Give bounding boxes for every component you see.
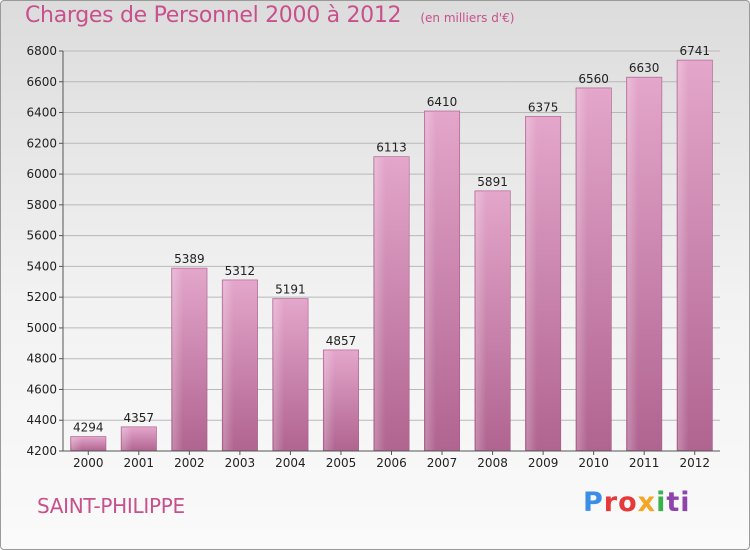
x-tick-label: 2012 — [679, 456, 710, 470]
logo-part-3: x — [637, 487, 657, 518]
data-label: 5891 — [477, 175, 508, 189]
x-tick-label: 2003 — [225, 456, 256, 470]
x-tick-label: 2000 — [73, 456, 104, 470]
y-tick-label: 6600 — [26, 75, 57, 89]
x-tick-label: 2005 — [326, 456, 357, 470]
bar-highlight — [223, 280, 234, 450]
bar-highlight — [374, 157, 386, 450]
data-label: 5389 — [174, 252, 205, 266]
y-tick-label: 6400 — [26, 106, 57, 120]
data-label: 5191 — [275, 283, 306, 297]
bar-highlight — [475, 191, 487, 450]
data-label: 6410 — [427, 95, 458, 109]
x-tick-label: 2007 — [427, 456, 458, 470]
logo-part-5: ti — [666, 487, 691, 518]
y-tick-label: 4400 — [26, 413, 57, 427]
x-tick-label: 2002 — [174, 456, 205, 470]
x-tick-label: 2011 — [629, 456, 660, 470]
x-tick-label: 2004 — [275, 456, 306, 470]
data-label: 4294 — [73, 421, 104, 435]
y-tick-label: 6800 — [26, 44, 57, 58]
y-tick-label: 6200 — [26, 136, 57, 150]
y-tick-label: 5200 — [26, 290, 57, 304]
bar-highlight — [122, 427, 133, 450]
logo-part-1: P — [583, 487, 604, 518]
data-label: 6630 — [629, 61, 660, 75]
x-tick-label: 2010 — [578, 456, 609, 470]
chart-title: Charges de Personnel 2000 à 2012 — [25, 3, 402, 28]
y-tick-label: 5000 — [26, 321, 57, 335]
x-tick-label: 2006 — [376, 456, 407, 470]
y-tick-label: 4800 — [26, 352, 57, 366]
commune-name: SAINT-PHILIPPE — [37, 494, 185, 518]
data-label: 6375 — [528, 100, 559, 114]
data-label: 6741 — [679, 44, 710, 58]
data-label: 5312 — [225, 264, 256, 278]
y-tick-label: 4600 — [26, 382, 57, 396]
y-tick-label: 4200 — [26, 444, 57, 458]
title-row: Charges de Personnel 2000 à 2012 (en mil… — [25, 3, 514, 28]
x-tick-label: 2009 — [528, 456, 559, 470]
data-labels: 4294 4357 5389 5312 5191 4857 6113 6410 5891 6375… — [73, 44, 710, 434]
data-label: 6113 — [376, 141, 407, 155]
data-label: 4357 — [124, 411, 155, 425]
bar-highlight — [324, 350, 335, 450]
bar-highlight — [678, 61, 689, 450]
y-axis-ticks: 4200 4400 4600 4800 5000 5200 5400 5600 5800 6000… — [26, 44, 720, 458]
bar-highlight — [172, 269, 184, 450]
logo-part-4: i — [656, 487, 667, 518]
bars — [70, 59, 713, 452]
logo-part-2: ro — [603, 487, 638, 518]
y-tick-label: 5600 — [26, 229, 57, 243]
bar-highlight — [576, 88, 588, 450]
y-tick-label: 6000 — [26, 167, 57, 181]
bar-highlight — [425, 112, 436, 450]
data-label: 4857 — [326, 334, 357, 348]
bar-highlight — [526, 117, 538, 450]
x-axis-ticks: 2000 2001 2002 2003 2004 2005 2006 2007 2008 2009… — [73, 451, 710, 470]
chart-subtitle: (en milliers d'€) — [420, 11, 515, 25]
x-tick-label: 2001 — [124, 456, 155, 470]
y-tick-label: 5800 — [26, 198, 57, 212]
proxiti-logo: Proxiti — [583, 487, 691, 518]
data-label: 6560 — [578, 72, 609, 86]
y-tick-label: 5400 — [26, 259, 57, 273]
x-tick-label: 2008 — [477, 456, 508, 470]
bar-highlight — [627, 78, 639, 451]
bar-highlight — [71, 437, 83, 450]
bar-highlight — [273, 299, 285, 450]
